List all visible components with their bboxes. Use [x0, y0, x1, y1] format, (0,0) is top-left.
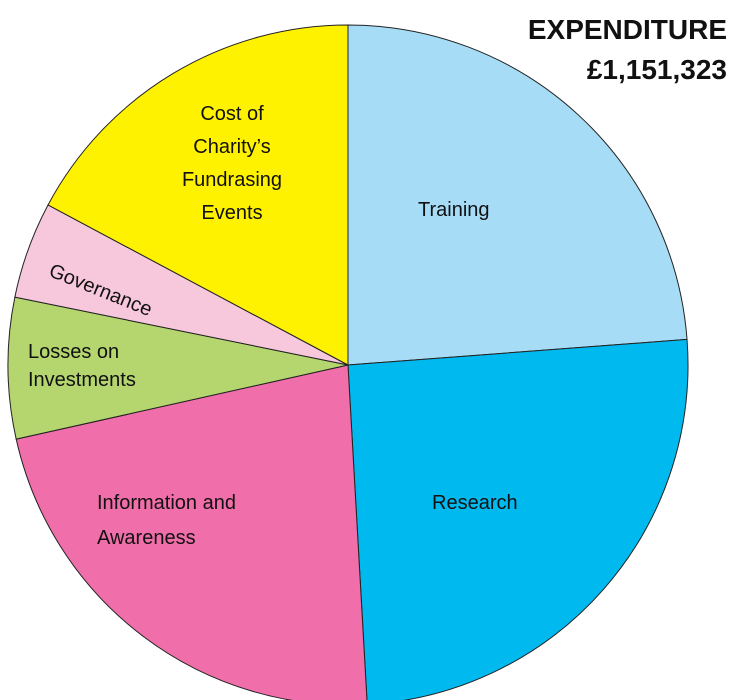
pie-slice	[347, 24, 688, 366]
slice-label: Losses on Investments	[28, 341, 136, 391]
chart-title: EXPENDITURE	[527, 14, 727, 45]
pie-slice	[15, 364, 368, 700]
slice-label: Cost of Charity’s Fundrasing Events	[181, 103, 283, 224]
slice-label: Information and Awareness	[97, 492, 236, 549]
slice-label: Research	[432, 492, 518, 514]
pie-slice	[7, 296, 349, 440]
chart-subtitle: £1,151,323	[586, 54, 727, 85]
slice-label: Training	[418, 199, 490, 221]
pie-slice	[47, 24, 349, 366]
pie-slice	[347, 338, 689, 700]
